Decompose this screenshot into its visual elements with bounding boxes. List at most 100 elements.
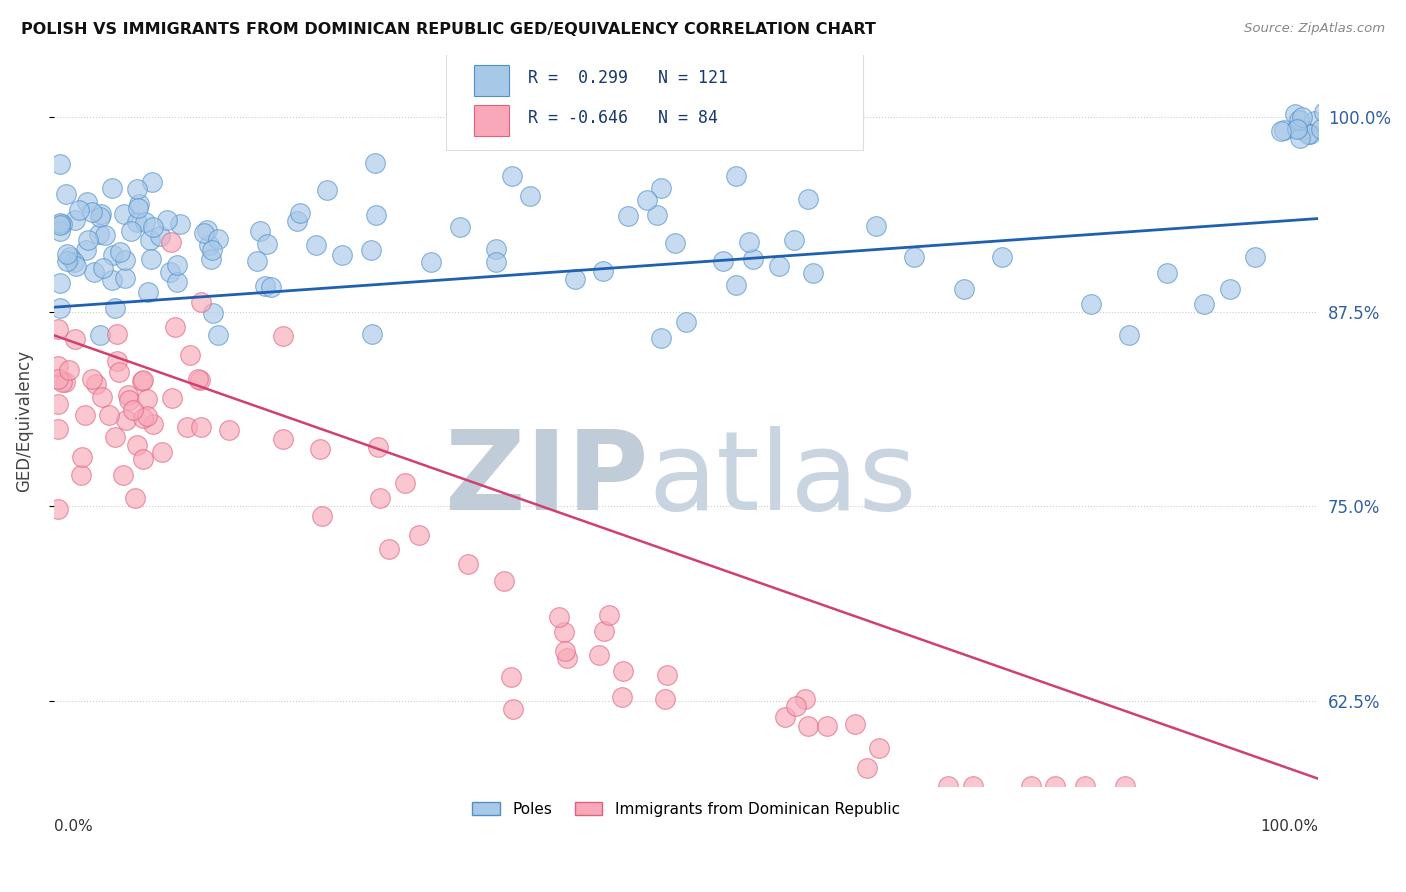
Point (49, 277, 72, 291)
Point (114, 253, 136, 268)
Point (364, 156, 387, 170)
Point (793, 692, 815, 706)
Point (953, 281, 976, 295)
Point (114, 271, 136, 285)
Point (127, 214, 149, 228)
Point (675, 315, 697, 329)
Point (1272, 122, 1295, 136)
Point (132, 373, 155, 387)
Point (200, 252, 222, 266)
Point (105, 353, 128, 368)
Point (547, 609, 569, 624)
Point (797, 192, 820, 206)
Point (1285, 122, 1308, 136)
Point (127, 182, 149, 196)
Point (139, 252, 162, 267)
Point (367, 440, 389, 454)
Point (457, 557, 479, 571)
Point (815, 719, 838, 733)
Point (160, 391, 183, 405)
Point (46, 359, 69, 373)
Point (936, 780, 959, 794)
Point (494, 574, 516, 589)
Point (112, 207, 135, 221)
Y-axis label: GED/Equivalency: GED/Equivalency (15, 350, 32, 491)
Point (1291, 110, 1313, 124)
Point (98, 408, 121, 422)
Point (1045, 780, 1067, 794)
Point (903, 251, 925, 265)
Point (55, 375, 77, 389)
Point (49, 218, 72, 232)
Point (67, 203, 90, 218)
Point (120, 224, 142, 238)
Point (49, 157, 72, 171)
Point (636, 193, 658, 207)
Point (612, 664, 634, 678)
Text: R =  0.299   N = 121: R = 0.299 N = 121 (529, 70, 728, 87)
Point (48, 322, 70, 336)
Point (305, 238, 328, 252)
Point (91, 391, 114, 405)
Point (135, 392, 157, 407)
Point (159, 265, 181, 279)
Point (1019, 780, 1042, 794)
Point (1074, 780, 1097, 794)
Point (139, 233, 162, 247)
Point (1118, 328, 1140, 343)
Text: POLISH VS IMMIGRANTS FROM DOMINICAN REPUBLIC GED/EQUIVALENCY CORRELATION CHART: POLISH VS IMMIGRANTS FROM DOMINICAN REPU… (21, 22, 876, 37)
Point (1289, 131, 1312, 145)
Point (309, 442, 332, 456)
Point (84, 376, 107, 391)
Point (664, 236, 686, 251)
Point (160, 235, 183, 249)
Point (1288, 113, 1310, 128)
Point (49, 216, 72, 230)
Point (65, 259, 87, 273)
Point (249, 224, 271, 238)
Point (58, 251, 80, 265)
Point (56, 253, 79, 268)
Point (725, 278, 748, 293)
Point (46, 501, 69, 516)
Point (46, 397, 69, 411)
Point (91, 261, 114, 276)
Point (134, 215, 156, 229)
Point (1285, 120, 1308, 135)
Point (1310, 122, 1333, 136)
Point (1284, 106, 1306, 120)
Point (1298, 127, 1320, 141)
Point (163, 320, 186, 334)
Text: 100.0%: 100.0% (1260, 820, 1319, 834)
Point (485, 254, 508, 268)
Point (207, 232, 229, 246)
Point (610, 690, 633, 705)
Point (256, 236, 278, 251)
Point (844, 716, 866, 731)
Point (501, 670, 523, 684)
Point (132, 452, 155, 467)
Point (51, 375, 73, 389)
Point (132, 411, 155, 425)
Point (449, 219, 471, 234)
Point (127, 201, 149, 215)
Point (141, 175, 163, 189)
Point (55, 187, 77, 202)
Point (1313, 104, 1336, 119)
Point (1219, 281, 1241, 295)
Point (90, 207, 112, 221)
Point (131, 375, 153, 389)
Point (111, 468, 134, 483)
Point (104, 430, 127, 444)
FancyBboxPatch shape (474, 65, 509, 95)
Point (58, 362, 80, 376)
Point (198, 237, 221, 252)
Point (768, 259, 790, 273)
Point (149, 228, 172, 243)
Point (169, 217, 191, 231)
Point (89, 328, 111, 343)
Point (288, 205, 311, 219)
Text: ZIP: ZIP (444, 425, 648, 533)
Point (190, 420, 212, 434)
Point (654, 691, 676, 706)
